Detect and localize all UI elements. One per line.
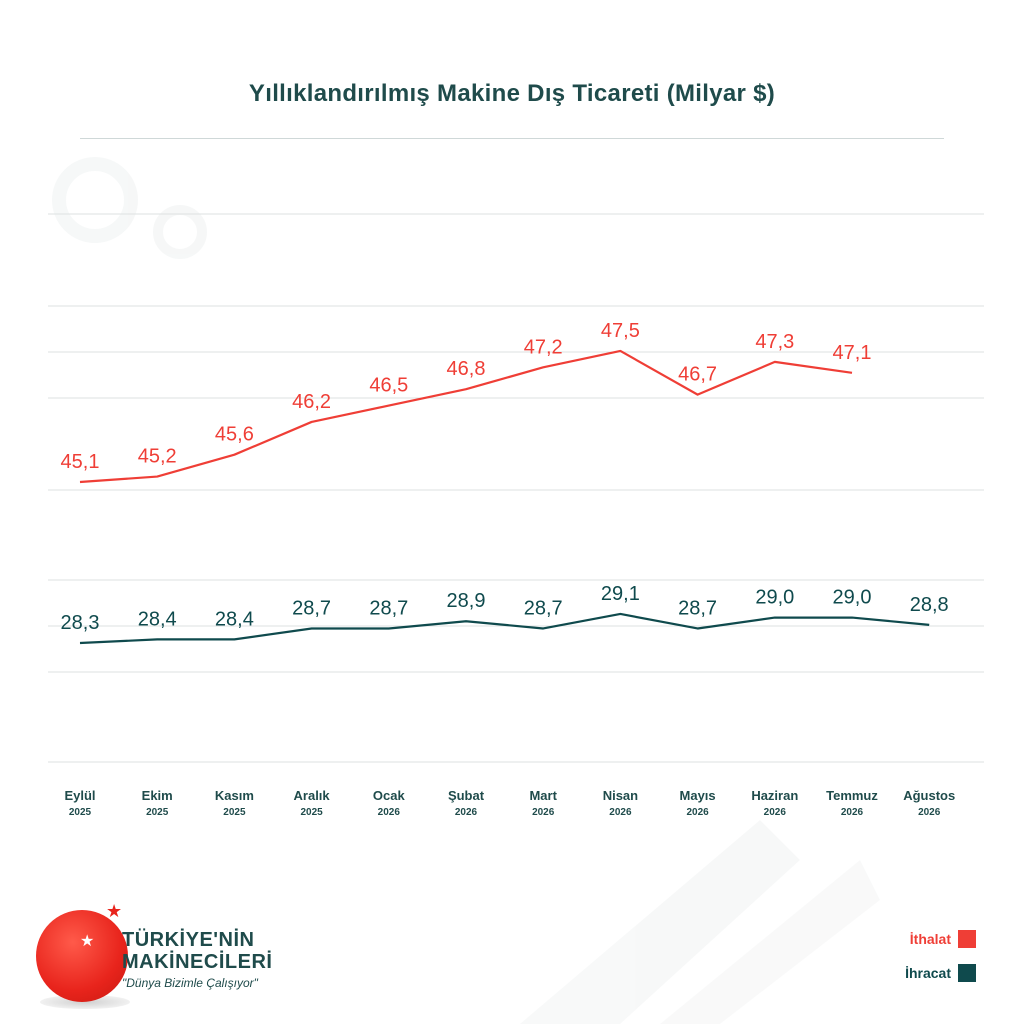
data-label: 28,7	[524, 597, 563, 619]
x-tick-year: 2026	[532, 807, 555, 818]
data-label: 28,7	[678, 597, 717, 619]
legend-item-export: İhracat	[905, 962, 976, 984]
data-label: 46,5	[369, 375, 408, 397]
data-label: 47,5	[601, 320, 640, 342]
x-tick-month: Kasım	[215, 788, 254, 803]
x-tick-month: Ağustos	[903, 788, 955, 803]
legend-label-export: İhracat	[905, 965, 951, 981]
chart-legend: İthalat İhracat	[905, 928, 976, 996]
data-label: 46,7	[678, 364, 717, 386]
x-tick-year: 2026	[455, 807, 478, 818]
x-tick-year: 2025	[223, 807, 246, 818]
data-label: 28,4	[215, 608, 254, 630]
x-tick-year: 2025	[69, 807, 92, 818]
legend-swatch-export	[958, 964, 976, 982]
x-tick-month: Ekim	[142, 788, 173, 803]
title-divider	[80, 138, 944, 139]
x-tick-year: 2026	[686, 807, 709, 818]
data-label: 47,2	[524, 336, 563, 358]
arrows-decoration-icon	[520, 820, 880, 1024]
legend-swatch-import	[958, 930, 976, 948]
data-label: 45,6	[215, 424, 254, 446]
x-tick-year: 2025	[300, 807, 323, 818]
data-label: 28,7	[292, 597, 331, 619]
star-accent-icon: ★	[106, 901, 123, 921]
x-tick-month: Mart	[529, 788, 557, 803]
data-label: 46,8	[447, 358, 486, 380]
legend-label-import: İthalat	[909, 931, 951, 947]
chart-title: Yıllıklandırılmış Makine Dış Ticareti (M…	[248, 80, 776, 107]
legend-item-import: İthalat	[905, 928, 976, 950]
data-label: 28,9	[447, 590, 486, 612]
logo-text-line1: TÜRKİYE'NİN	[122, 929, 255, 951]
x-tick-month: Eylül	[64, 788, 95, 803]
x-tick-month: Nisan	[603, 788, 638, 803]
brand-logo: ★ ★ TÜRKİYE'NİN MAKİNECİLERİ "Dünya Bizi…	[36, 901, 336, 1015]
x-tick-year: 2026	[764, 807, 787, 818]
data-label: 47,3	[755, 331, 794, 353]
data-label: 47,1	[833, 342, 872, 364]
logo-text-line2: MAKİNECİLERİ	[122, 951, 273, 973]
gear-decoration-icon	[52, 157, 207, 259]
x-tick-year: 2026	[918, 807, 941, 818]
logo-red-circle	[36, 910, 128, 1002]
data-label: 29,1	[601, 583, 640, 605]
data-label: 45,2	[138, 446, 177, 468]
x-tick-month: Şubat	[448, 788, 485, 803]
x-tick-month: Ocak	[373, 788, 406, 803]
star-icon: ★	[80, 933, 95, 950]
x-tick-month: Mayıs	[680, 788, 716, 803]
series-line-export	[79, 612, 930, 645]
data-label: 29,0	[833, 587, 872, 609]
x-tick-year: 2026	[841, 807, 864, 818]
data-label: 45,1	[61, 451, 100, 473]
x-tick-month: Haziran	[751, 788, 798, 803]
data-label: 28,8	[910, 594, 949, 616]
x-tick-month: Temmuz	[826, 788, 878, 803]
data-label: 29,0	[755, 587, 794, 609]
data-label: 28,4	[138, 608, 177, 630]
logo-shadow	[40, 995, 130, 1009]
x-tick-year: 2026	[609, 807, 632, 818]
x-tick-month: Aralık	[294, 788, 331, 803]
logo-tagline: "Dünya Bizimle Çalışıyor"	[122, 976, 258, 990]
x-tick-year: 2026	[378, 807, 401, 818]
x-tick-year: 2025	[146, 807, 169, 818]
data-label: 28,3	[61, 612, 100, 634]
data-label: 28,7	[369, 597, 408, 619]
data-label: 46,2	[292, 391, 331, 413]
